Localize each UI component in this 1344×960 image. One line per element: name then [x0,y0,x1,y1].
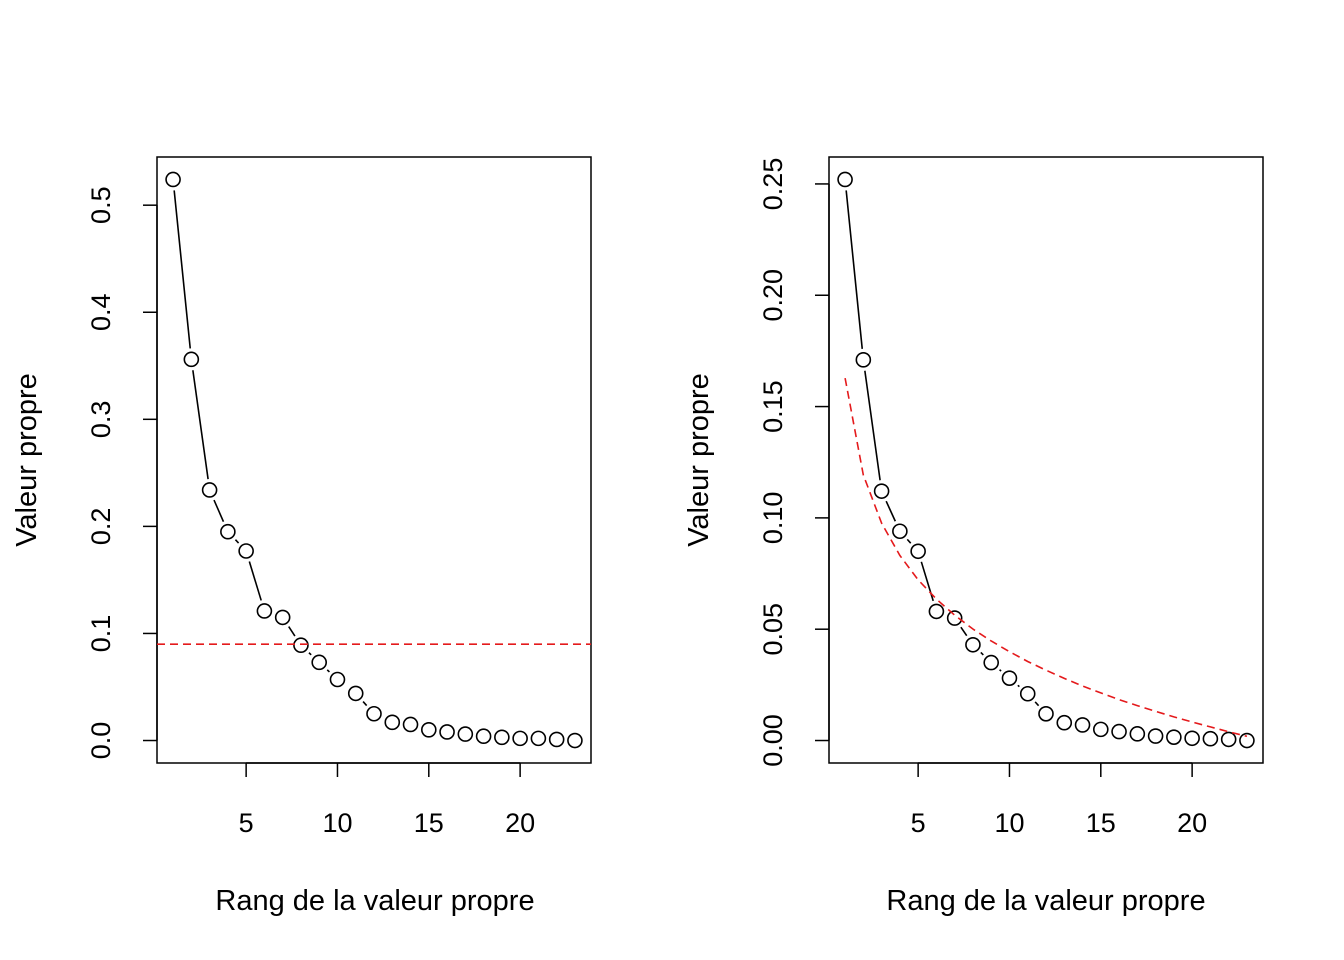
x-tick-label: 5 [911,808,926,838]
data-point [1184,730,1200,747]
y-tick-label: 0.15 [758,380,788,433]
data-point [402,716,419,733]
chart-left: 5 10 15 20 0.0 0.1 0.2 0.3 0.4 0.5 Rang de la val… [11,156,592,917]
data-point [928,603,945,620]
series-segment [906,538,912,544]
data-point [439,724,455,740]
series-segment [234,539,240,544]
data-point [274,609,291,626]
data-point [892,523,908,540]
plot-layer-right: 5 10 15 20 0.00 0.05 0.10 0.15 0.20 0.25 [758,156,1264,838]
data-point [1111,723,1127,740]
series-segment [248,561,262,601]
x-tick-label: 15 [414,808,444,838]
data-point [329,671,346,688]
series-segment [288,626,296,637]
y-tick-label: 0.20 [758,269,788,322]
plot-frame [828,156,1264,764]
series-segment [980,651,984,656]
x-tick-label: 10 [994,808,1024,838]
series-segment [960,626,968,637]
data-point [1147,728,1164,744]
series-segment [308,652,312,656]
y-axis-title-right: Valeur propre [683,373,715,547]
data-point [837,171,853,188]
data-point [965,636,981,653]
y-tick-label: 0.25 [758,158,788,211]
data-point [1038,705,1054,722]
data-point [238,543,254,559]
plot-layer-left: 5 10 15 20 0.0 0.1 0.2 0.3 0.4 0.5 [86,156,592,838]
x-axis-title-left: Rang de la valeur propre [215,885,534,917]
series-segment [999,669,1002,672]
plot-frame [156,156,592,764]
data-point [1239,732,1255,749]
x-tick-label: 20 [505,808,535,838]
y-tick-label: 0.10 [758,492,788,545]
data-point [311,654,328,671]
x-tick-label: 15 [1086,808,1116,838]
data-point [366,705,382,722]
data-point [512,730,528,747]
x-tick-label: 5 [239,808,254,838]
data-point [256,603,273,619]
data-point [983,654,1000,671]
y-tick-label: 0.4 [86,293,116,331]
data-point [201,482,218,498]
data-point [873,483,890,499]
x-tick-label: 20 [1177,808,1207,838]
data-point [475,728,492,745]
series-segment [192,370,209,480]
data-point [910,543,926,560]
data-point [183,351,200,368]
y-tick-label: 0.3 [86,401,116,439]
data-point [530,730,547,747]
broken-stick-curve [844,377,1248,738]
data-point [548,731,565,748]
y-tick-label: 0.0 [86,722,116,760]
series-segment [326,669,330,673]
data-point [1129,726,1146,742]
y-tick-label: 0.00 [758,714,788,767]
y-tick-label: 0.1 [86,615,116,653]
data-point [855,352,872,368]
data-point [1092,721,1109,738]
data-point [1019,685,1036,702]
series-segment [173,190,192,349]
data-point [1166,729,1182,745]
data-point [293,637,309,654]
y-axis-title-left: Valeur propre [11,373,43,547]
y-tick-label: 0.5 [86,186,116,224]
data-point [1220,731,1237,748]
data-point [420,722,437,738]
series-segment [1034,701,1040,707]
x-tick-label: 10 [322,808,352,838]
data-point [457,726,474,742]
y-tick-label: 0.05 [758,603,788,656]
data-point [165,171,181,188]
series-segment [362,701,368,707]
series-segment [864,370,881,481]
series-segment [885,500,897,522]
series-segment [845,190,864,349]
data-point [220,523,236,540]
series-segment [1017,684,1020,688]
data-point [567,732,583,749]
x-axis-title-right: Rang de la valeur propre [886,885,1205,917]
data-point [1074,717,1091,733]
data-point [384,714,401,731]
y-tick-label: 0.2 [86,508,116,546]
data-point [946,610,963,626]
data-point [494,729,510,746]
data-point [1056,714,1073,731]
series-segment [213,499,225,522]
data-point [1001,670,1018,686]
chart-right: 5 10 15 20 0.00 0.05 0.10 0.15 0.20 0.25 Rang de … [683,156,1264,917]
data-point [1202,730,1219,747]
data-point [347,685,364,702]
